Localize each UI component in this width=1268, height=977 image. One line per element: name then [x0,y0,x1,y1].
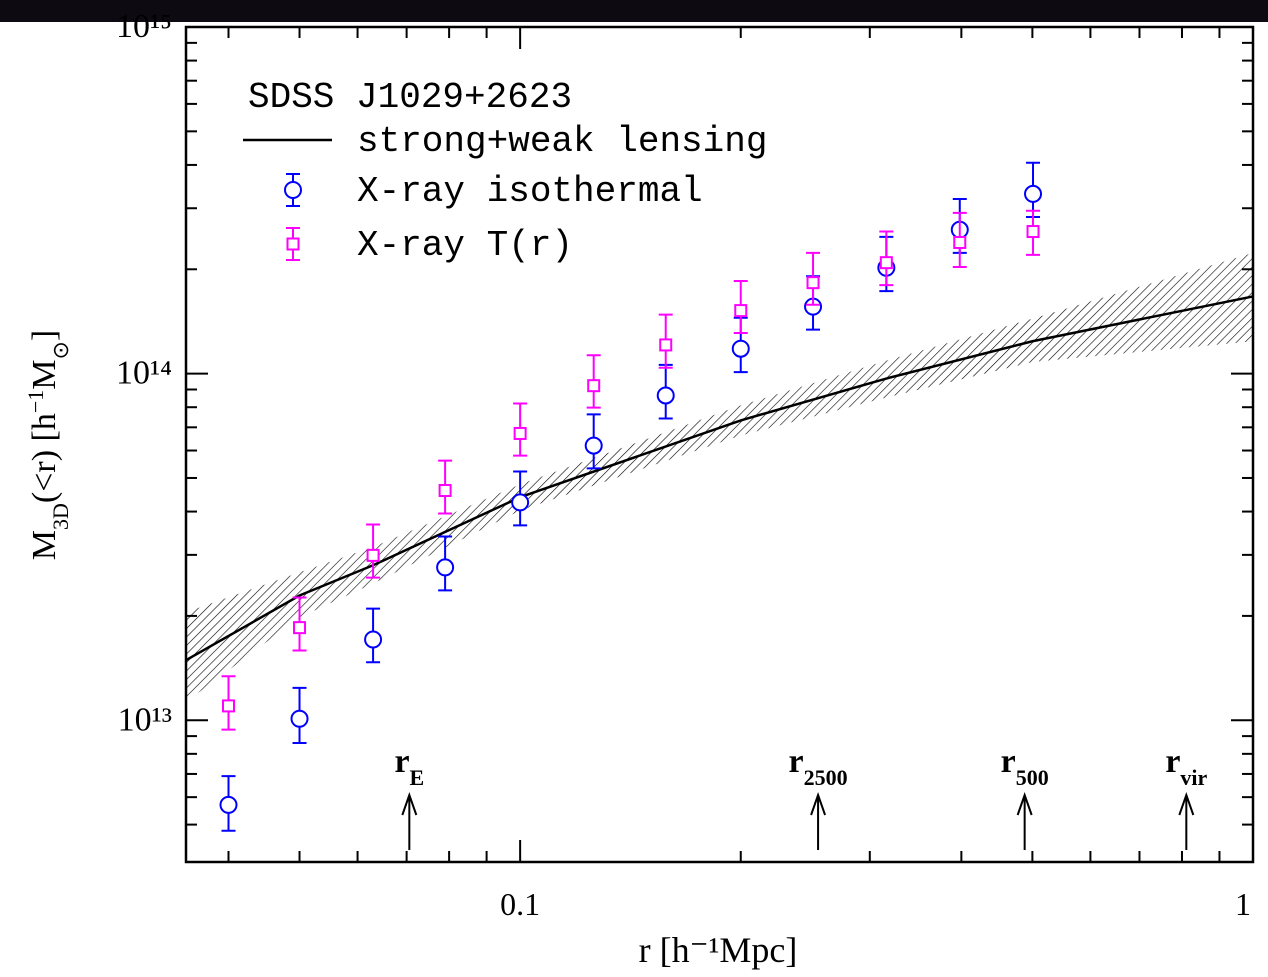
point [438,484,452,498]
annotation-text: r [1001,743,1016,780]
annotation-sub: E [410,765,425,790]
plot-frame [184,25,1255,864]
annotation-label: r500 [1001,743,1049,790]
y-axis-label-part: M [26,360,63,390]
legend-swatch [284,181,302,199]
annotation-label: rE [394,743,424,790]
point [290,709,309,728]
line [185,295,1254,662]
point [1026,225,1040,239]
point [1024,184,1043,203]
legend-swatch [286,237,300,251]
annotation-arrow [401,791,418,850]
point [879,256,893,270]
point [587,379,601,393]
legend-title: SDSS J1029+2623 [248,77,572,118]
annotation-text: r [394,743,409,780]
point [366,548,380,562]
y-axis-label-part: (<r) [h [26,413,63,503]
x-tick-label: 1 [1235,886,1251,922]
annotation-arrow [810,791,827,850]
point [731,339,750,358]
legend-label: X-ray T(r) [357,225,573,266]
point [219,795,238,814]
point [511,493,530,512]
annotation-arrow [1016,791,1033,850]
point [659,338,673,352]
legend-label: X-ray isothermal [357,171,703,212]
x-tick-label: 0.1 [500,886,540,922]
point [734,304,748,318]
annotation-text: r [1165,743,1180,780]
annotation-sub: vir [1180,765,1207,790]
x-axis-label: r [h⁻¹Mpc] [639,930,798,970]
point [364,630,383,649]
point [293,621,307,635]
annotation-label: r2500 [789,743,848,790]
y-axis-label-part: ⊙ [48,341,73,359]
y-axis-label-part: −1 [23,390,48,413]
y-tick-label: 10¹⁴ [116,355,172,392]
annotation-sub: 2500 [804,765,848,790]
legend-label: strong+weak lensing [357,121,767,162]
point [222,699,236,713]
y-axis-label-part: M [26,530,63,560]
annotation-text: r [789,743,804,780]
y-axis-label-part: ] [26,330,63,341]
point [953,235,967,249]
point [584,436,603,455]
y-tick-label: 10¹⁵ [116,8,172,45]
error-band [186,252,1253,702]
point [656,386,675,405]
point [436,558,455,577]
point [806,276,820,290]
y-axis-label: M3D(<r) [h−1M⊙] [23,330,73,561]
y-axis-label-part: 3D [48,503,73,530]
y-tick-label: 10¹³ [118,701,172,738]
annotation-sub: 500 [1016,765,1049,790]
point [513,426,527,440]
background-strip [0,0,1268,22]
annotation-arrow [1178,791,1195,850]
annotation-label: rvir [1165,743,1207,790]
